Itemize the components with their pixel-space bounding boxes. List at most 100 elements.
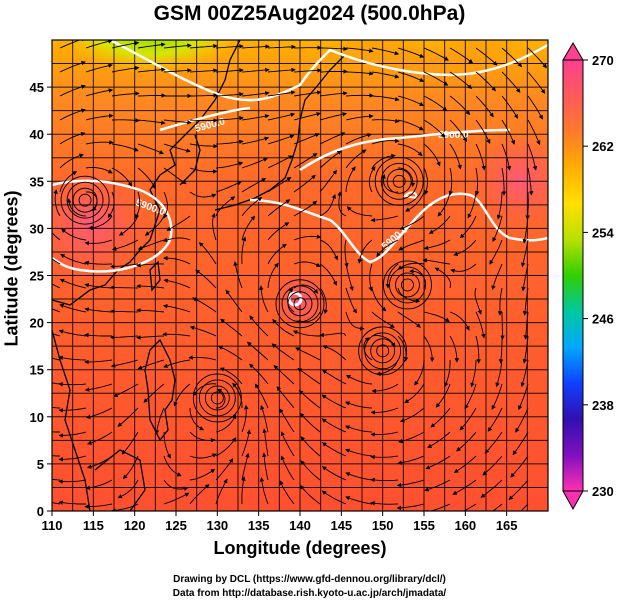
streamline (52, 333, 61, 337)
streamline (52, 357, 61, 361)
streamline (399, 407, 425, 423)
vortex-ring (392, 174, 406, 188)
streamline (527, 119, 541, 146)
streamline (293, 261, 321, 267)
streamline (345, 166, 356, 193)
streamline (85, 63, 113, 73)
streamline (525, 191, 530, 220)
streamline (492, 215, 503, 243)
streamline (522, 287, 529, 316)
vortex-ring (383, 260, 432, 310)
streamline (122, 455, 139, 480)
streamline (452, 479, 477, 495)
streamline (385, 263, 399, 289)
streamline (267, 134, 295, 145)
streamline (397, 287, 421, 304)
streamline (52, 308, 61, 313)
contour-arc (159, 106, 251, 132)
streamline (370, 501, 399, 506)
colorbar-label: 254 (592, 225, 614, 240)
streamline (267, 44, 296, 50)
y-tick-label: 45 (30, 80, 44, 95)
streamline (512, 431, 529, 456)
y-tick-label: 15 (30, 363, 44, 378)
streamline (163, 455, 182, 477)
streamline (453, 455, 477, 473)
vortex-ring (72, 187, 98, 213)
streamline (484, 431, 503, 454)
colorbar-label: 270 (592, 53, 614, 68)
streamline (449, 71, 473, 90)
streamline (449, 119, 467, 142)
x-tick-label: 120 (124, 518, 146, 533)
streamline (459, 407, 477, 431)
streamline (345, 311, 365, 331)
streamline (321, 466, 347, 481)
streamline (111, 503, 139, 511)
grid-lines (52, 40, 548, 511)
streamline (370, 431, 399, 437)
streamline (61, 228, 87, 241)
streamline (163, 68, 192, 73)
streamline (189, 191, 217, 198)
streamline (189, 68, 218, 73)
streamline (423, 95, 448, 112)
streamline (344, 239, 349, 268)
streamline (215, 414, 237, 433)
x-tick-label: 130 (206, 518, 228, 533)
map-title: GSM 00Z25Aug2024 (500.0hPa) (153, 2, 466, 25)
streamline (489, 239, 503, 265)
streamline (85, 40, 113, 49)
streamline (215, 196, 236, 217)
streamline (267, 90, 296, 97)
streamline (321, 490, 347, 505)
streamline (450, 263, 477, 274)
streamline (162, 303, 191, 313)
x-tick-label: 145 (330, 518, 352, 533)
streamline (136, 308, 165, 313)
streamline (520, 239, 529, 268)
streamline (345, 287, 357, 314)
streamline (371, 118, 400, 124)
vortex-ring (204, 385, 230, 411)
streamline (189, 143, 218, 149)
streamline (241, 196, 263, 217)
streamline (137, 119, 166, 125)
streamline (405, 191, 425, 212)
streamline (345, 448, 373, 457)
x-tick-label: 110 (42, 518, 63, 533)
streamline (501, 95, 518, 119)
streamline (522, 215, 529, 244)
credit-drawing: Drawing by DCL (https://www.gfd-dennou.o… (173, 574, 446, 585)
streamline (84, 332, 112, 338)
streamline (162, 331, 191, 337)
streamline (241, 429, 252, 457)
streamline (220, 318, 243, 337)
x-tick-label: 125 (165, 518, 187, 533)
philippines-coast (144, 338, 176, 442)
streamline (215, 437, 237, 457)
vortex-ring (386, 168, 412, 194)
streamline (117, 407, 139, 427)
streamline (52, 455, 60, 457)
streamline (262, 452, 269, 481)
streamline (262, 428, 269, 457)
streamline (371, 138, 400, 145)
streamline (345, 472, 373, 481)
streamline (518, 383, 529, 411)
streamline (59, 108, 86, 121)
streamline (215, 161, 244, 169)
streamline (163, 359, 191, 368)
streamline (84, 359, 113, 365)
streamline (430, 407, 451, 428)
streamline (319, 112, 348, 121)
streamline (293, 153, 318, 169)
streamline (280, 431, 295, 457)
colorbar-bottom-cap (562, 490, 584, 511)
streamline (188, 355, 217, 361)
streamline (397, 71, 425, 82)
streamline (520, 359, 529, 388)
streamline (423, 311, 450, 322)
x-tick-label: 115 (83, 518, 104, 533)
